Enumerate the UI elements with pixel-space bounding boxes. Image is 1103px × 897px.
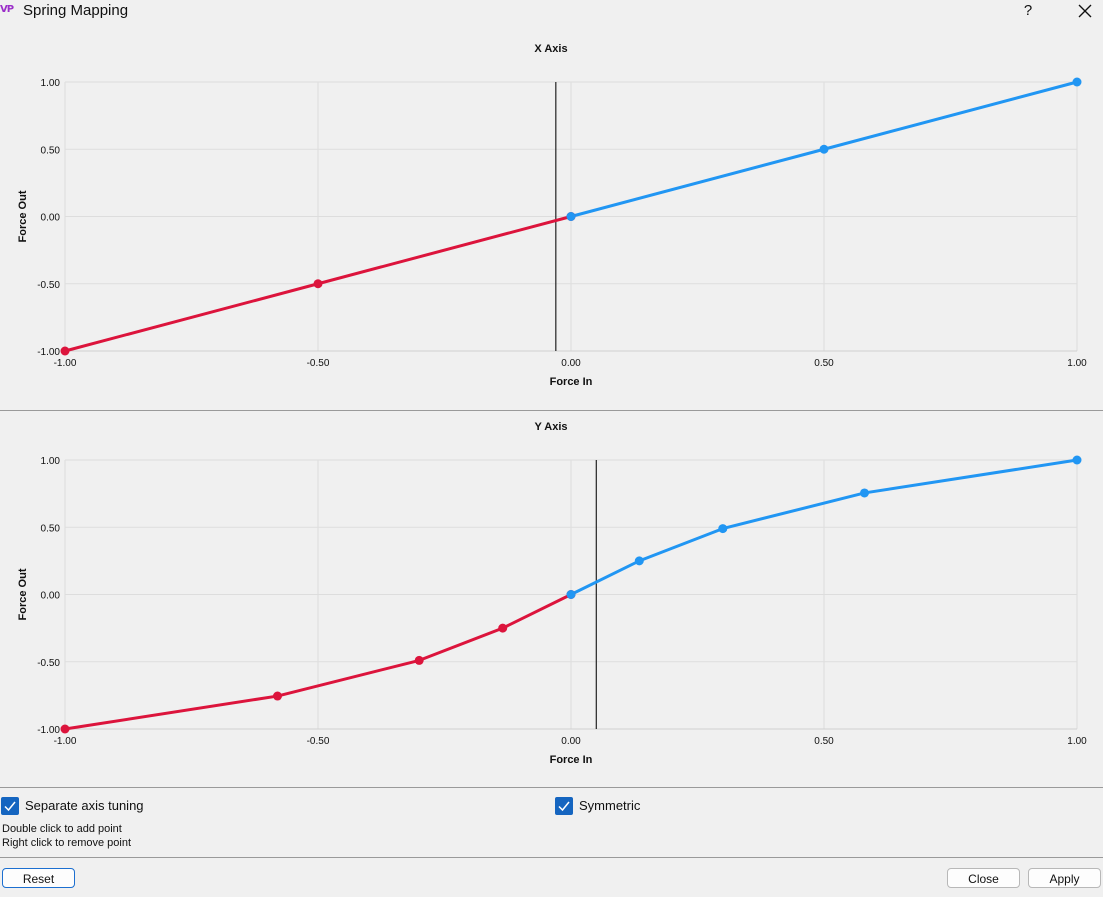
- separate-axis-tuning-label: Separate axis tuning: [25, 798, 144, 813]
- chart-x-axis-label: Force In: [550, 376, 593, 388]
- hint-remove-point: Right click to remove point: [2, 837, 131, 849]
- control-point[interactable]: [859, 488, 869, 498]
- x-tick-label: 0.50: [814, 736, 834, 747]
- chart-x-axis-label: Force In: [550, 754, 593, 766]
- chart-points[interactable]: [60, 455, 1082, 734]
- x-tick-label: -1.00: [54, 736, 77, 747]
- x-tick-label: 0.00: [561, 358, 581, 369]
- x-tick-label: 1.00: [1067, 736, 1087, 747]
- chart-y-axis-label: Force Out: [17, 568, 29, 620]
- control-point[interactable]: [498, 623, 508, 633]
- chart-grid: [64, 81, 1078, 352]
- x-axis-spring-chart[interactable]: -1.00 -0.50 0.00 0.50 1.00 1.00 0.50 0.00 -0.50 -…: [0, 36, 1103, 406]
- options-divider: [0, 787, 1103, 788]
- control-point[interactable]: [273, 691, 283, 701]
- control-point[interactable]: [60, 346, 70, 356]
- y-tick-label: 1.00: [41, 456, 61, 467]
- x-tick-label: 0.00: [561, 736, 581, 747]
- checkbox-box[interactable]: [555, 797, 573, 815]
- title-bar: VP Spring Mapping ?: [0, 0, 1103, 24]
- checkmark-icon: [558, 801, 570, 812]
- apply-button[interactable]: Apply: [1028, 868, 1101, 888]
- checkmark-icon: [4, 801, 16, 812]
- symmetric-checkbox[interactable]: Symmetric: [555, 797, 665, 817]
- y-tick-label: 1.00: [41, 78, 61, 89]
- chart-title: Y Axis: [534, 421, 567, 433]
- x-tick-label: -0.50: [307, 358, 330, 369]
- control-point[interactable]: [414, 655, 424, 665]
- window-close-button[interactable]: [1072, 0, 1098, 22]
- reset-button[interactable]: Reset: [2, 868, 75, 888]
- buttons-divider: [0, 857, 1103, 858]
- app-logo-icon: VP: [0, 4, 14, 15]
- window-title: Spring Mapping: [23, 2, 129, 19]
- symmetric-label: Symmetric: [579, 798, 641, 813]
- hint-add-point: Double click to add point: [2, 823, 122, 835]
- checkbox-box[interactable]: [1, 797, 19, 815]
- y-axis-spring-chart[interactable]: -1.00 -0.50 0.00 0.50 1.00 1.00 0.50 0.00 -0.50 -…: [0, 414, 1103, 784]
- control-point[interactable]: [819, 144, 829, 154]
- chart-tick-labels: -1.00 -0.50 0.00 0.50 1.00 1.00 0.50 0.00 -0.50 -…: [37, 78, 1087, 369]
- x-tick-label: -0.50: [307, 736, 330, 747]
- x-tick-label: 1.00: [1067, 358, 1087, 369]
- control-point[interactable]: [1072, 77, 1082, 87]
- x-tick-label: -1.00: [54, 358, 77, 369]
- y-tick-label: 0.00: [41, 591, 61, 602]
- y-tick-label: -0.50: [37, 658, 60, 669]
- y-tick-label: -0.50: [37, 280, 60, 291]
- control-point[interactable]: [634, 556, 644, 566]
- control-point[interactable]: [566, 212, 576, 221]
- help-button[interactable]: ?: [1023, 2, 1033, 19]
- y-tick-label: 0.50: [41, 523, 61, 534]
- separate-axis-tuning-checkbox[interactable]: Separate axis tuning: [1, 797, 171, 817]
- y-tick-label: 0.50: [41, 145, 61, 156]
- control-point[interactable]: [1072, 455, 1082, 465]
- control-point[interactable]: [60, 724, 70, 734]
- x-tick-label: 0.50: [814, 358, 834, 369]
- close-button[interactable]: Close: [947, 868, 1020, 888]
- y-tick-label: 0.00: [41, 213, 61, 224]
- y-tick-label: -1.00: [37, 725, 60, 736]
- chart-points[interactable]: [60, 77, 1082, 356]
- chart-divider: [0, 410, 1103, 411]
- control-point[interactable]: [718, 524, 728, 534]
- y-tick-label: -1.00: [37, 347, 60, 358]
- chart-y-axis-label: Force Out: [17, 190, 29, 242]
- control-point[interactable]: [313, 279, 323, 289]
- chart-tick-labels: -1.00 -0.50 0.00 0.50 1.00 1.00 0.50 0.00 -0.50 -…: [37, 456, 1087, 747]
- chart-title: X Axis: [534, 43, 567, 55]
- control-point[interactable]: [566, 590, 576, 599]
- close-icon: [1078, 4, 1092, 18]
